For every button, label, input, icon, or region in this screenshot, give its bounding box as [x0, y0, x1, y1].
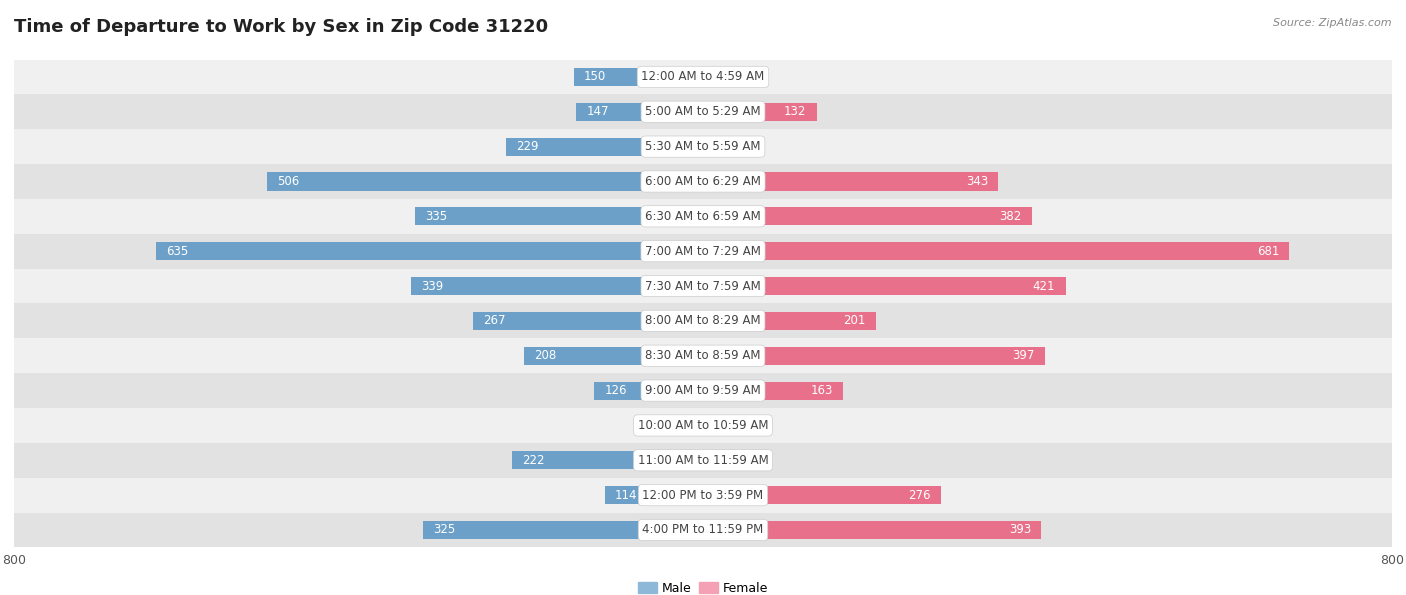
Text: 7:00 AM to 7:29 AM: 7:00 AM to 7:29 AM: [645, 245, 761, 258]
Bar: [14, 164, 1392, 199]
Text: 126: 126: [605, 384, 627, 397]
Bar: [703, 451, 744, 469]
Text: 5:00 AM to 5:29 AM: 5:00 AM to 5:29 AM: [645, 105, 761, 118]
Text: 47: 47: [748, 454, 763, 466]
Bar: [14, 268, 1392, 303]
Text: 9:00 AM to 9:59 AM: 9:00 AM to 9:59 AM: [645, 384, 761, 397]
Bar: [14, 512, 1392, 547]
Text: 5:30 AM to 5:59 AM: 5:30 AM to 5:59 AM: [645, 140, 761, 153]
Bar: [703, 312, 876, 330]
Text: 7:30 AM to 7:59 AM: 7:30 AM to 7:59 AM: [645, 280, 761, 293]
Text: 114: 114: [616, 488, 638, 502]
Text: 6:30 AM to 6:59 AM: 6:30 AM to 6:59 AM: [645, 210, 761, 223]
Text: 6:00 AM to 6:29 AM: 6:00 AM to 6:29 AM: [645, 175, 761, 188]
Bar: [703, 347, 1045, 365]
Text: 8:00 AM to 8:29 AM: 8:00 AM to 8:29 AM: [645, 314, 761, 327]
Bar: [703, 381, 844, 400]
Text: 397: 397: [1012, 349, 1035, 362]
Bar: [703, 277, 1066, 295]
Bar: [703, 416, 748, 434]
Bar: [703, 242, 1289, 260]
Text: Source: ZipAtlas.com: Source: ZipAtlas.com: [1274, 18, 1392, 28]
Bar: [267, 173, 703, 190]
Text: 12:00 PM to 3:59 PM: 12:00 PM to 3:59 PM: [643, 488, 763, 502]
Bar: [14, 443, 1392, 478]
Bar: [423, 521, 703, 539]
Bar: [703, 68, 717, 86]
Text: 10:00 AM to 10:59 AM: 10:00 AM to 10:59 AM: [638, 419, 768, 432]
Bar: [664, 416, 703, 434]
Bar: [14, 199, 1392, 234]
Text: 276: 276: [908, 488, 931, 502]
Bar: [703, 173, 998, 190]
Bar: [703, 486, 941, 504]
Text: 335: 335: [425, 210, 447, 223]
Legend: Male, Female: Male, Female: [633, 577, 773, 595]
Bar: [14, 303, 1392, 339]
Bar: [14, 339, 1392, 373]
Bar: [524, 347, 703, 365]
Text: 681: 681: [1257, 245, 1279, 258]
Bar: [703, 521, 1042, 539]
Bar: [411, 277, 703, 295]
Bar: [576, 103, 703, 121]
Bar: [14, 95, 1392, 129]
Bar: [14, 129, 1392, 164]
Text: 635: 635: [166, 245, 188, 258]
Text: 132: 132: [785, 105, 807, 118]
Text: 339: 339: [422, 280, 444, 293]
Text: 325: 325: [433, 524, 456, 537]
Text: 267: 267: [484, 314, 506, 327]
Bar: [605, 486, 703, 504]
Text: 201: 201: [844, 314, 866, 327]
Bar: [14, 373, 1392, 408]
Text: 12:00 AM to 4:59 AM: 12:00 AM to 4:59 AM: [641, 70, 765, 83]
Text: 421: 421: [1033, 280, 1056, 293]
Bar: [595, 381, 703, 400]
Bar: [506, 137, 703, 156]
Text: 382: 382: [1000, 210, 1022, 223]
Text: 53: 53: [754, 419, 768, 432]
Bar: [156, 242, 703, 260]
Text: 17: 17: [721, 70, 737, 83]
Bar: [14, 60, 1392, 95]
Bar: [574, 68, 703, 86]
Text: Time of Departure to Work by Sex in Zip Code 31220: Time of Departure to Work by Sex in Zip …: [14, 18, 548, 36]
Text: 506: 506: [277, 175, 299, 188]
Text: 343: 343: [966, 175, 988, 188]
Text: 229: 229: [516, 140, 538, 153]
Bar: [472, 312, 703, 330]
Text: 208: 208: [534, 349, 557, 362]
Text: 48: 48: [748, 140, 763, 153]
Bar: [14, 478, 1392, 512]
Text: 45: 45: [645, 419, 659, 432]
Text: 150: 150: [583, 70, 606, 83]
Text: 147: 147: [586, 105, 609, 118]
Text: 163: 163: [811, 384, 832, 397]
Text: 8:30 AM to 8:59 AM: 8:30 AM to 8:59 AM: [645, 349, 761, 362]
Text: 393: 393: [1010, 524, 1031, 537]
Bar: [703, 137, 744, 156]
Bar: [703, 207, 1032, 226]
Bar: [14, 408, 1392, 443]
Bar: [415, 207, 703, 226]
Bar: [703, 103, 817, 121]
Bar: [512, 451, 703, 469]
Bar: [14, 234, 1392, 268]
Text: 11:00 AM to 11:59 AM: 11:00 AM to 11:59 AM: [638, 454, 768, 466]
Text: 4:00 PM to 11:59 PM: 4:00 PM to 11:59 PM: [643, 524, 763, 537]
Text: 222: 222: [522, 454, 544, 466]
